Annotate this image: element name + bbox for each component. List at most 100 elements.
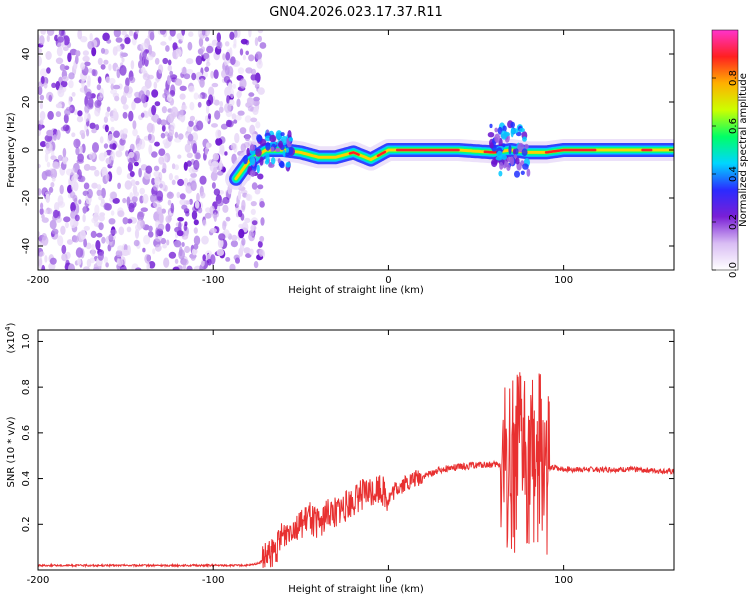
noise-blob [128, 30, 134, 37]
noise-blob [39, 102, 44, 110]
noise-blob [57, 41, 65, 49]
noise-blob [158, 148, 166, 156]
noise-blob [138, 60, 143, 69]
noise-blob [207, 258, 212, 266]
noise-blob [195, 55, 203, 66]
noise-blob [181, 242, 185, 247]
noise-blob [110, 89, 118, 95]
noise-blob [95, 240, 101, 251]
noise-blob [178, 133, 184, 140]
noise-blob [92, 142, 99, 153]
noise-blob [215, 129, 221, 139]
noise-blob [166, 75, 171, 85]
noise-blob [227, 120, 234, 128]
noise-blob [89, 257, 96, 264]
noise-blob [112, 143, 117, 151]
noise-blob [66, 168, 73, 176]
noise-blob [237, 110, 245, 116]
noise-blob [119, 264, 127, 270]
noise-blob [116, 68, 121, 79]
y-tick-label: 0.4 [21, 471, 32, 487]
noise-blob [57, 235, 64, 247]
noise-blob [163, 142, 170, 149]
noise-blob [171, 163, 176, 170]
noise-blob [73, 138, 81, 149]
noise-blob [250, 224, 254, 233]
signal-peak [348, 151, 360, 156]
noise-blob [248, 54, 255, 62]
noise-blob [124, 180, 132, 190]
noise-blob [254, 188, 261, 195]
noise-blob [43, 82, 48, 89]
noise-blob [106, 106, 111, 112]
colorbar: 0.0 0.2 0.4 0.6 0.8 Normalized spectral ampl… [711, 29, 749, 278]
noise-blob [170, 202, 175, 214]
noise-blob [55, 57, 64, 65]
noise-blob [164, 87, 170, 98]
noise-blob [69, 191, 76, 199]
noise-blob [239, 48, 244, 56]
noise-blob [73, 197, 78, 206]
noise-blob [40, 141, 47, 148]
noise-blob [105, 111, 110, 118]
noise-blob [198, 37, 204, 47]
noise-blob [161, 208, 167, 214]
noise-blob [224, 41, 230, 47]
noise-blob [223, 76, 231, 83]
noise-blob [55, 216, 62, 223]
noise-blob [148, 261, 156, 269]
noise-blob [39, 35, 45, 46]
noise-blob [248, 30, 252, 38]
y-tick-label: 0 [21, 147, 32, 153]
noise-blob [240, 38, 248, 45]
noise-blob [52, 209, 60, 219]
noise-blob [188, 31, 194, 37]
noise-blob [103, 143, 109, 149]
noise-blob [166, 94, 173, 102]
noise-blob [216, 32, 221, 43]
noise-blob [259, 235, 265, 243]
noise-blob [138, 90, 145, 100]
snr-ticks: -200 -100 0 100 1.0 0.8 0.6 0.4 0.2 [21, 330, 674, 586]
signal-blob [269, 134, 277, 143]
noise-blob [125, 77, 130, 87]
noise-blob [236, 90, 242, 99]
noise-blob [105, 262, 109, 268]
noise-blob [92, 69, 98, 77]
noise-blob [129, 171, 135, 177]
noise-blob [172, 42, 178, 51]
noise-blob [237, 67, 245, 75]
noise-blob [174, 164, 180, 171]
signal-blob [249, 144, 256, 152]
noise-blob [76, 258, 82, 266]
noise-blob [131, 101, 136, 111]
noise-blob [222, 196, 230, 205]
noise-blob [193, 219, 199, 226]
noise-blob [241, 237, 246, 246]
noise-blob [145, 165, 153, 174]
noise-blob [115, 45, 122, 52]
noise-blob [146, 262, 150, 270]
spectrogram-panel: -200 -100 0 100 40 20 0 -20 -40 Height of straig… [6, 29, 675, 296]
noise-blob [76, 159, 84, 164]
signal-blob [489, 123, 493, 129]
noise-blob [80, 62, 86, 70]
signal-blob [524, 143, 529, 150]
noise-blob [230, 56, 236, 65]
noise-blob [206, 45, 214, 54]
noise-blob [182, 261, 187, 270]
noise-blob [183, 73, 191, 80]
y-tick-label: -20 [21, 190, 32, 206]
noise-blob [218, 233, 226, 241]
noise-blob [231, 234, 238, 242]
signal-blob [285, 161, 291, 168]
noise-blob [116, 258, 124, 267]
noise-blob [50, 182, 55, 188]
noise-blob [250, 208, 256, 215]
noise-blob [188, 120, 194, 127]
signal-blob [494, 133, 501, 143]
noise-blob [213, 188, 221, 196]
noise-blob [53, 134, 57, 141]
noise-blob [222, 204, 229, 213]
noise-blob [110, 83, 115, 91]
